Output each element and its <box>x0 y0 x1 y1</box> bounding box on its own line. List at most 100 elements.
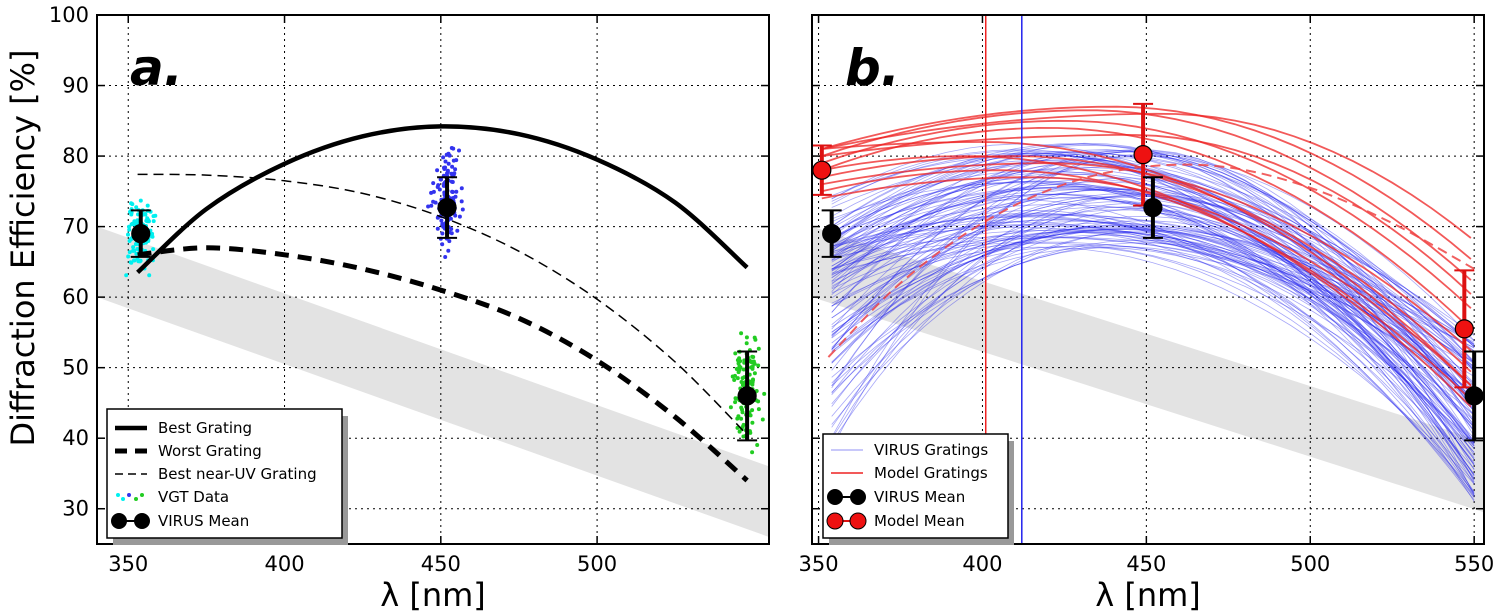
mean-marker <box>131 224 151 244</box>
y-tick-label: 60 <box>62 285 89 309</box>
curve-worst-grating <box>137 245 749 483</box>
vgt-data-point <box>457 214 462 219</box>
x-tick-label: 500 <box>1290 552 1330 576</box>
legend-swatch-virus-mean <box>850 489 866 505</box>
legend-label: Best Grating <box>158 419 252 437</box>
x-tick-label: 350 <box>799 552 839 576</box>
legend-label: VIRUS Mean <box>874 488 965 506</box>
virus-grating-curve <box>831 149 1475 483</box>
virus-grating-curve <box>831 241 1475 369</box>
vgt-data-point <box>447 239 452 244</box>
vgt-data-point <box>451 172 456 177</box>
virus-grating-curve <box>831 246 1475 453</box>
vgt-data-point <box>144 218 149 223</box>
vgt-data-point <box>748 413 753 418</box>
vgt-data-point <box>450 190 455 194</box>
vgt-data-point <box>733 351 738 356</box>
virus-mean-point <box>737 350 758 442</box>
vgt-data-point <box>756 363 761 368</box>
vgt-data-point <box>426 204 431 209</box>
x-axis-label: λ [nm] <box>380 576 486 614</box>
vgt-data-point <box>126 232 130 237</box>
virus-grating-curve <box>831 237 1475 349</box>
vgt-data-point <box>442 167 447 171</box>
vgt-data-point <box>457 148 461 153</box>
x-tick-label: 450 <box>1126 552 1166 576</box>
vgt-data-point <box>733 373 737 378</box>
legend-swatch-virus-mean <box>827 489 843 505</box>
vgt-data-point <box>138 198 143 203</box>
plot-frame <box>96 14 770 545</box>
virus-grating-curve <box>831 235 1475 348</box>
model-grating-curve <box>821 169 1472 401</box>
virus-grating-curve <box>831 151 1475 341</box>
legend-swatch-vgt <box>140 493 144 497</box>
virus-grating-curve <box>831 155 1475 428</box>
vgt-data-point <box>459 199 464 204</box>
x-tick-label: 350 <box>108 552 148 576</box>
virus-grating-curve <box>831 150 1475 460</box>
legend-swatch-model-mean <box>826 512 844 530</box>
vgt-data-point <box>134 205 139 210</box>
legend-label: Model Mean <box>874 512 965 530</box>
vgt-data-point <box>752 335 757 340</box>
vgt-data-point <box>145 203 150 208</box>
mean-marker <box>812 160 832 180</box>
y-tick-label: 40 <box>62 426 89 450</box>
vgt-data-point <box>740 410 745 415</box>
vgt-data-point <box>443 255 448 259</box>
vgt-data-point <box>760 417 765 422</box>
vgt-data-point <box>127 250 132 255</box>
vgt-data-point <box>435 168 440 173</box>
model-grating-curve <box>821 155 1472 408</box>
virus-grating-curve <box>831 247 1475 447</box>
vgt-data-point <box>124 273 129 278</box>
vgt-data-point <box>449 146 454 150</box>
vgt-data-point <box>750 450 755 455</box>
vgt-data-point <box>445 168 450 173</box>
shaded-band <box>812 226 1484 513</box>
vgt-data-point <box>735 376 740 381</box>
vgt-data-point <box>741 422 746 427</box>
vgt-data-point <box>150 234 155 239</box>
vgt-data-point <box>126 254 131 259</box>
vgt-data-point <box>735 425 740 430</box>
vgt-data-point <box>453 167 458 172</box>
vgt-data-point <box>750 364 755 369</box>
panel-b: 350 400 450 500 550 λ [nm] b. VIRUS Gratings Mod… <box>799 14 1494 614</box>
vgt-data-point <box>127 224 131 229</box>
vgt-data-point <box>735 358 740 363</box>
mean-marker <box>737 386 757 406</box>
vgt-data-point <box>755 443 760 447</box>
vgt-data-point <box>750 420 755 425</box>
legend-label: VGT Data <box>158 488 229 506</box>
y-tick-label: 50 <box>62 356 89 380</box>
vgt-data-point <box>437 187 442 192</box>
model-grating-curve <box>821 162 1472 352</box>
legend: VIRUS Gratings Model Gratings VIRUS Mean Mo… <box>822 433 1014 545</box>
vgt-data-point <box>735 416 740 421</box>
mean-marker <box>1464 386 1484 406</box>
mean-marker <box>1143 197 1163 218</box>
legend-label: Worst Grating <box>158 442 262 460</box>
model-mean-point <box>1133 102 1154 207</box>
legend-swatch-mean <box>134 513 150 529</box>
vgt-data-point <box>443 159 448 164</box>
model-grating-curve <box>821 133 1472 295</box>
legend: Best Grating Worst Grating Best near-UV Gr… <box>106 408 348 545</box>
shaded-band <box>97 226 769 537</box>
virus-grating-curve <box>831 151 1475 387</box>
mean-marker <box>1454 319 1474 339</box>
y-tick-label: 100 <box>49 3 89 27</box>
vgt-data-point <box>132 248 137 253</box>
vgt-data-point <box>147 273 152 278</box>
mean-marker <box>437 197 457 218</box>
virus-grating-curve <box>831 231 1475 498</box>
vgt-data-point <box>734 367 739 371</box>
vgt-data-point <box>454 189 459 194</box>
vgt-data-point <box>739 380 744 384</box>
virus-grating-curve <box>831 151 1475 413</box>
vgt-data-point <box>750 380 755 385</box>
vgt-data-point <box>134 251 139 256</box>
vgt-data-point <box>143 212 148 217</box>
